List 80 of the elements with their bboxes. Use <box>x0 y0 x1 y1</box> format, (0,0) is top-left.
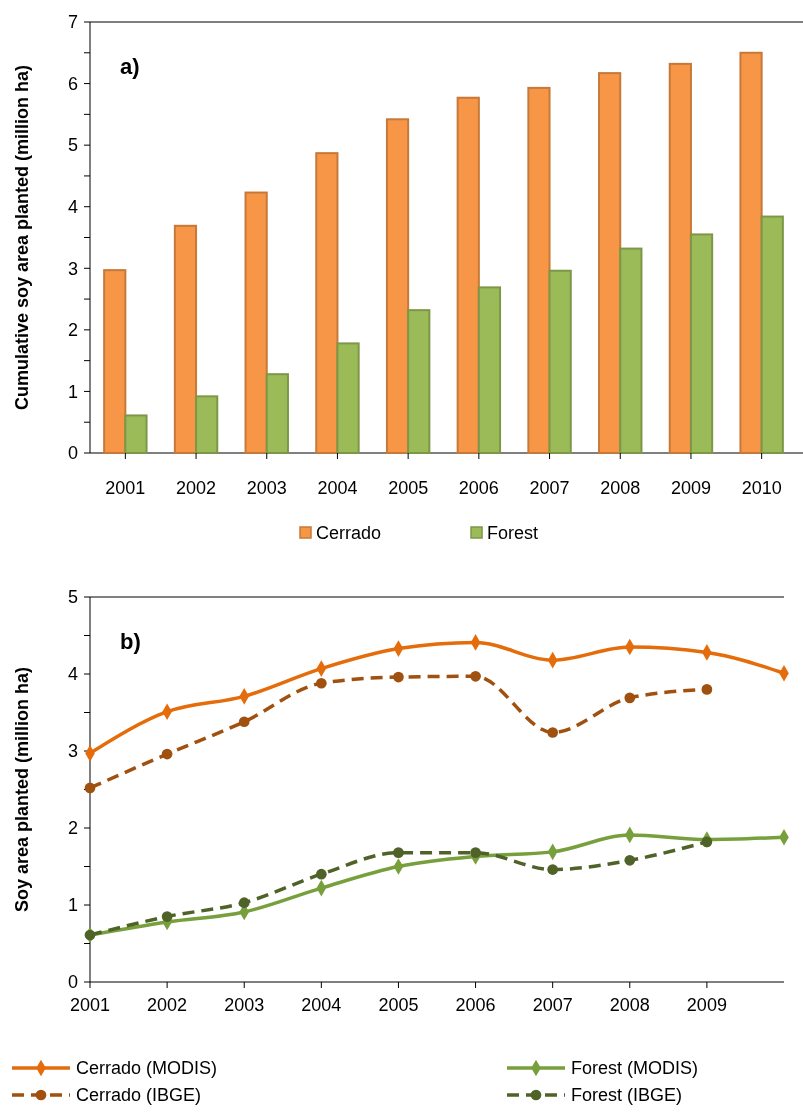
x-tick-label: 2009 <box>686 995 727 1016</box>
point <box>701 836 713 848</box>
x-tick-label: 2007 <box>529 478 570 498</box>
y-axis-title: Cumulative soy area planted (million ha) <box>12 64 32 411</box>
x-tick-label: 2001 <box>69 995 111 1016</box>
x-tick-label: 2002 <box>176 478 217 498</box>
point <box>624 855 636 866</box>
x-tick-label: 2006 <box>458 478 499 498</box>
x-tick-label: 2008 <box>600 478 641 498</box>
y-tick-label: 5 <box>67 135 78 156</box>
bar <box>385 118 410 454</box>
point <box>315 868 327 880</box>
bar <box>527 86 551 454</box>
y-tick-label: 7 <box>67 12 78 33</box>
bar <box>124 414 148 454</box>
legend-label: Cerrado (MODIS) <box>76 1058 218 1079</box>
bar <box>477 286 502 454</box>
legend-label: Forest (MODIS) <box>571 1058 699 1079</box>
x-tick-label: 2007 <box>532 995 573 1016</box>
x-tick-label: 2004 <box>301 995 342 1016</box>
point <box>161 911 173 922</box>
point <box>547 727 559 738</box>
point <box>84 782 96 794</box>
x-tick-label: 2006 <box>455 995 496 1016</box>
x-tick-label: 2005 <box>388 478 429 498</box>
point <box>238 716 250 728</box>
point <box>238 897 250 909</box>
y-tick-label: 3 <box>67 741 78 762</box>
bar <box>407 309 431 454</box>
x-tick-label: 2008 <box>609 995 650 1016</box>
point <box>701 684 713 695</box>
point <box>470 670 481 682</box>
y-tick-label: 2 <box>67 818 78 839</box>
y-tick-label: 4 <box>67 664 78 685</box>
y-tick-label: 1 <box>67 895 78 916</box>
y-tick-label: 3 <box>67 258 78 279</box>
y-tick-label: 5 <box>67 587 78 608</box>
bar <box>619 247 643 454</box>
y-tick-label: 4 <box>67 197 78 218</box>
bar <box>315 152 339 454</box>
point <box>393 847 404 858</box>
y-tick-label: 1 <box>67 381 78 402</box>
point <box>547 864 559 875</box>
bar <box>336 342 360 454</box>
point <box>315 677 327 689</box>
point <box>470 847 481 858</box>
legend-label: Forest (IBGE) <box>571 1085 683 1106</box>
bar <box>739 51 763 454</box>
point <box>161 748 173 760</box>
bar <box>456 96 480 454</box>
bar <box>244 191 268 454</box>
x-tick-label: 2002 <box>147 995 188 1016</box>
y-axis-title: Soy area planted (million ha) <box>12 666 32 913</box>
annotation: a) <box>120 54 140 79</box>
point <box>624 692 636 704</box>
x-tick-label: 2003 <box>246 478 287 498</box>
legend-label: Forest <box>487 523 539 544</box>
bar <box>689 233 714 454</box>
bar <box>548 269 572 454</box>
x-tick-label: 2004 <box>317 478 358 498</box>
bar <box>173 224 198 454</box>
bar <box>195 395 219 454</box>
y-tick-label: 2 <box>67 320 78 341</box>
x-tick-label: 2001 <box>105 478 146 498</box>
bar <box>103 269 127 454</box>
bar <box>265 373 289 454</box>
annotation: b) <box>120 629 141 654</box>
x-tick-label: 2005 <box>378 995 419 1016</box>
x-tick-label: 2010 <box>741 478 782 498</box>
bar <box>598 72 622 454</box>
legend-label: Cerrado (IBGE) <box>76 1085 202 1106</box>
bar <box>760 215 784 454</box>
y-tick-label: 0 <box>67 443 78 464</box>
y-tick-label: 6 <box>67 73 78 94</box>
y-tick-label: 0 <box>67 972 78 993</box>
x-tick-label: 2003 <box>224 995 265 1016</box>
legend-label: Cerrado <box>316 523 382 544</box>
point <box>393 671 404 683</box>
bar <box>668 62 692 454</box>
x-tick-label: 2009 <box>670 478 711 498</box>
